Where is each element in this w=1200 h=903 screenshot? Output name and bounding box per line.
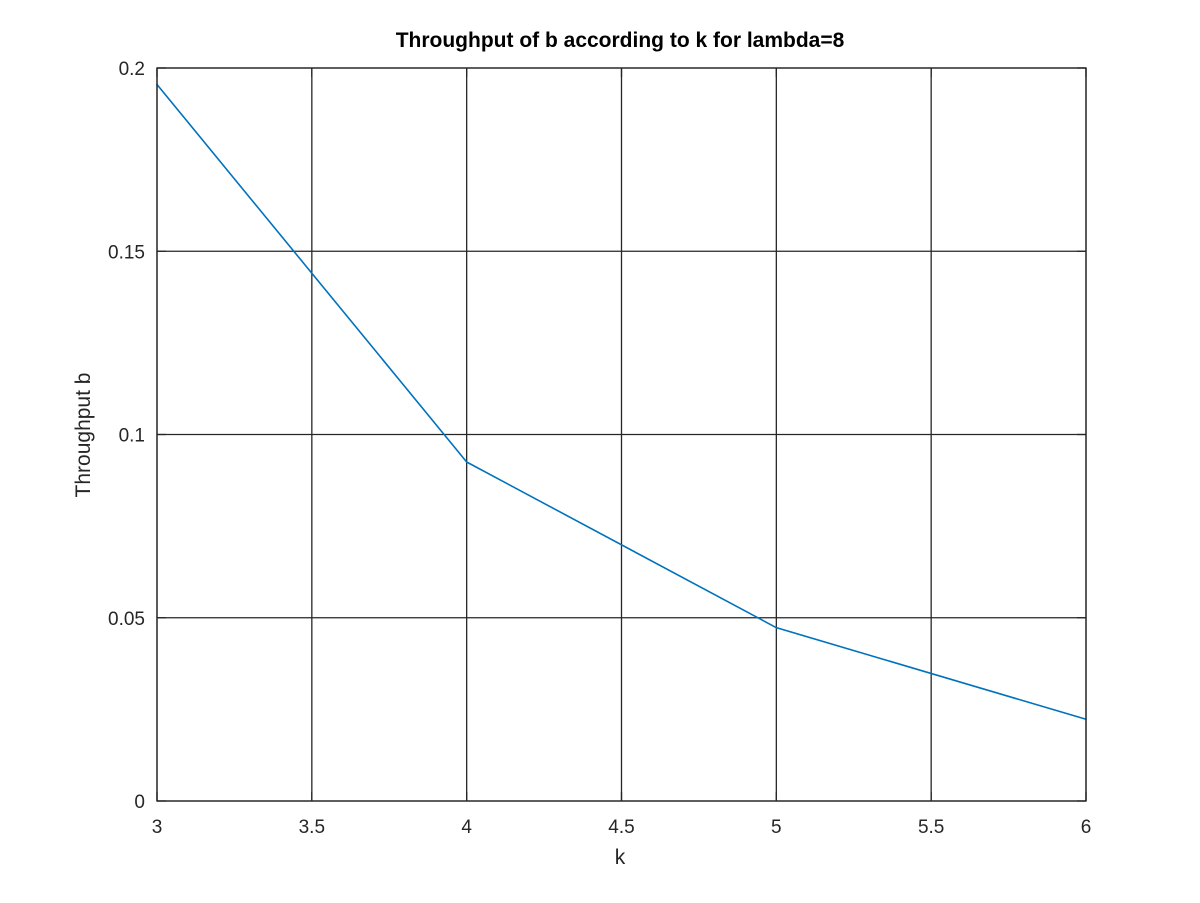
y-tick-label: 0.2 <box>119 59 145 80</box>
y-axis-label: Throughput b <box>72 373 95 498</box>
y-tick-label: 0 <box>134 792 145 813</box>
grid <box>156 67 1087 802</box>
x-tick-label: 4 <box>461 817 472 838</box>
ticks: 3 3.5 4 4.5 5 5.5 6 0 0.05 0.1 0.15 0.2 <box>108 59 1091 838</box>
y-tick-label: 0.15 <box>108 242 145 263</box>
x-tick-label: 5 <box>771 817 782 838</box>
series-line <box>156 83 1087 721</box>
data-point <box>775 626 778 629</box>
data-point <box>465 461 468 463</box>
chart-title: Throughput of b according to k for lambd… <box>396 29 845 52</box>
y-tick-label: 0.05 <box>108 609 145 630</box>
x-tick-label: 4.5 <box>608 817 634 838</box>
x-tick-label: 3 <box>152 817 163 838</box>
x-tick-label: 3.5 <box>299 817 325 838</box>
y-tick-label: 0.1 <box>119 426 145 447</box>
x-tick-label: 6 <box>1081 817 1092 838</box>
x-axis-label: k <box>615 846 626 869</box>
x-tick-label: 5.5 <box>918 817 944 838</box>
